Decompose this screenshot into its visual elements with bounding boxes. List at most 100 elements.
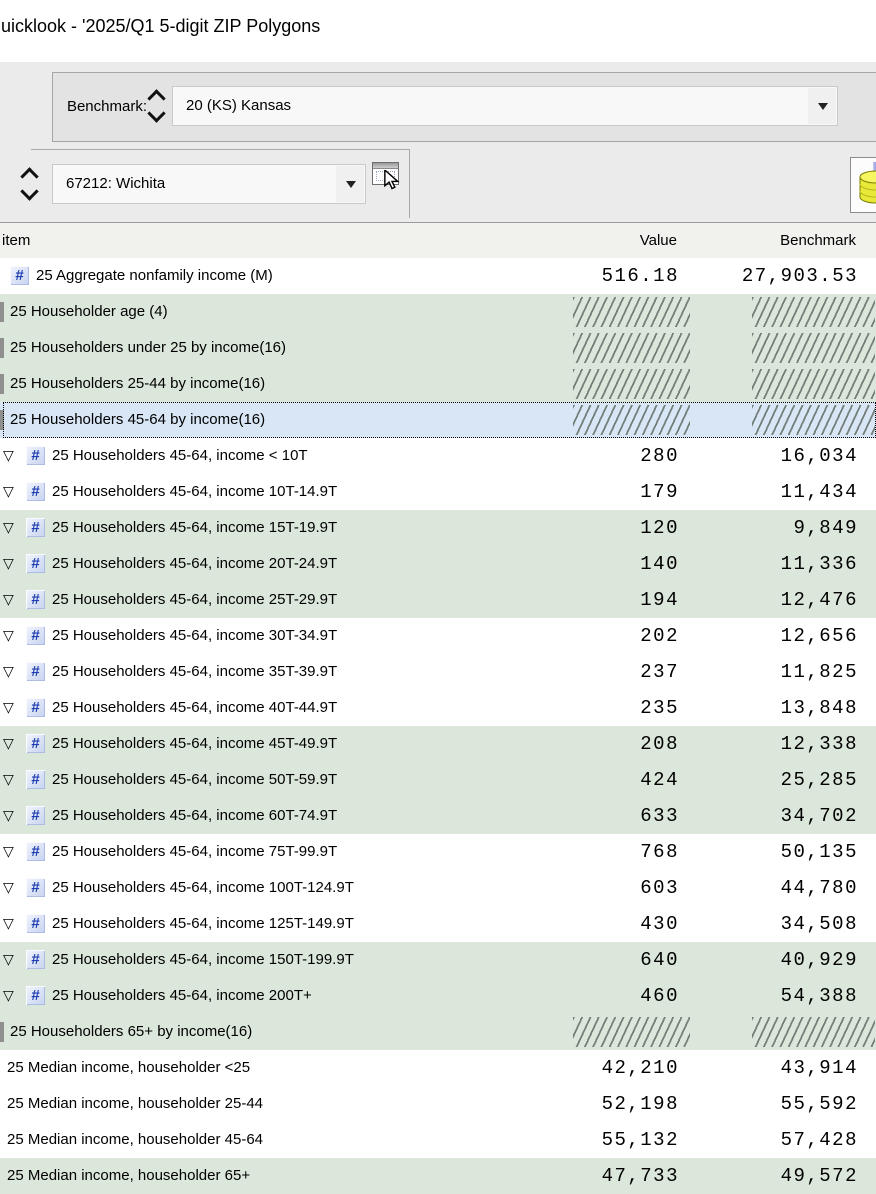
numeric-field-icon: # [26, 482, 45, 501]
benchmark-cell: 12,656 [780, 625, 858, 647]
table-row[interactable]: ▽ #25 Householders 45-64, income 200T+ 460… [0, 978, 876, 1014]
row-label: 25 Householders 45-64, income 35T-39.9T [52, 663, 338, 680]
drilldown-triangle-icon: ▽ [3, 880, 14, 896]
table-row[interactable]: 25 Householders under 25 by income(16) [0, 330, 876, 366]
table-row[interactable]: ▽ #25 Householders 45-64, income 45T-49.9… [0, 726, 876, 762]
benchmark-label: Benchmark: [66, 98, 147, 115]
benchmark-cell: 11,336 [780, 553, 858, 575]
numeric-field-icon: # [26, 446, 45, 465]
table-row[interactable]: 25 Median income, householder 45-64 55,13… [0, 1122, 876, 1158]
value-cell: 633 [640, 805, 679, 827]
benchmark-cell: 54,388 [780, 985, 858, 1007]
numeric-field-icon: # [26, 914, 45, 933]
numeric-field-icon: # [26, 554, 45, 573]
table-row[interactable]: ▽ #25 Householders 45-64, income 25T-29.9… [0, 582, 876, 618]
numeric-field-icon: # [26, 662, 45, 681]
row-label: 25 Median income, householder 25-44 [7, 1095, 264, 1112]
area-dropdown[interactable]: 67212: Wichita [52, 164, 366, 204]
benchmark-hatch-pattern [752, 297, 875, 327]
group-indicator-bar [0, 1022, 4, 1042]
table-row[interactable]: ▽ #25 Householders 45-64, income 35T-39.9… [0, 654, 876, 690]
value-cell: 640 [640, 949, 679, 971]
window-title: uicklook - '2025/Q1 5-digit ZIP Polygons [1, 16, 321, 36]
numeric-field-icon: # [26, 806, 45, 825]
table-row[interactable]: ▽ #25 Householders 45-64, income 50T-59.9… [0, 762, 876, 798]
benchmark-hatch-pattern [752, 333, 875, 363]
row-label: 25 Householders 45-64, income 25T-29.9T [52, 591, 338, 608]
row-label: 25 Median income, householder 65+ [7, 1167, 251, 1184]
row-label: 25 Householders 45-64, income 75T-99.9T [52, 843, 338, 860]
column-header-value: Value [639, 232, 677, 249]
yellow-cylinder-icon [859, 170, 876, 204]
row-label: 25 Householders 25-44 by income(16) [10, 375, 266, 392]
table-row[interactable]: ▽ #25 Householders 45-64, income 20T-24.9… [0, 546, 876, 582]
benchmark-cell: 43,914 [780, 1057, 858, 1079]
numeric-field-icon: # [26, 734, 45, 753]
numeric-field-icon: # [26, 518, 45, 537]
area-spinner[interactable] [20, 166, 39, 201]
value-cell: 52,198 [601, 1093, 679, 1115]
table-row[interactable]: ▽ #25 Householders 45-64, income 40T-44.9… [0, 690, 876, 726]
drilldown-triangle-icon: ▽ [3, 736, 14, 752]
table-row[interactable]: ▽ #25 Householders 45-64, income 150T-199… [0, 942, 876, 978]
table-row[interactable]: ▽ #25 Householders 45-64, income 75T-99.9… [0, 834, 876, 870]
value-cell: 202 [640, 625, 679, 647]
table-row[interactable]: 25 Median income, householder 65+ 47,733 4… [0, 1158, 876, 1194]
table-row[interactable]: ▽ #25 Householders 45-64, income 15T-19.9… [0, 510, 876, 546]
table-row[interactable]: #25 Aggregate nonfamily income (M) 516.18… [0, 258, 876, 294]
group-indicator-bar [0, 302, 4, 322]
benchmark-hatch-pattern [752, 405, 875, 435]
numeric-field-icon: # [26, 698, 45, 717]
table-row[interactable]: ▽ #25 Householders 45-64, income 30T-34.9… [0, 618, 876, 654]
table-row[interactable]: 25 Median income, householder 25-44 52,19… [0, 1086, 876, 1122]
group-indicator-bar [0, 338, 4, 358]
value-cell: 179 [640, 481, 679, 503]
drilldown-triangle-icon: ▽ [3, 628, 14, 644]
table-row[interactable]: ▽ #25 Householders 45-64, income 100T-124… [0, 870, 876, 906]
value-cell: 140 [640, 553, 679, 575]
table-row[interactable]: ▽ #25 Householders 45-64, income 60T-74.9… [0, 798, 876, 834]
value-cell: 47,733 [601, 1165, 679, 1187]
table-row[interactable]: 25 Householders 25-44 by income(16) [0, 366, 876, 402]
benchmark-cell: 12,338 [780, 733, 858, 755]
chevron-down-icon[interactable] [147, 104, 166, 123]
benchmark-cell: 9,849 [793, 517, 858, 539]
table-row[interactable]: 25 Householder age (4) [0, 294, 876, 330]
benchmark-spinner[interactable] [147, 88, 166, 123]
dropdown-button[interactable] [808, 88, 836, 124]
dataview-button[interactable] [850, 157, 876, 213]
drilldown-triangle-icon: ▽ [3, 556, 14, 572]
benchmark-cell: 12,476 [780, 589, 858, 611]
row-label: 25 Householders 45-64, income 200T+ [52, 987, 312, 1004]
value-hatch-pattern [573, 297, 690, 327]
value-hatch-pattern [573, 1017, 690, 1047]
table-row[interactable]: ▽ #25 Householders 45-64, income 10T-14.9… [0, 474, 876, 510]
value-cell: 424 [640, 769, 679, 791]
dropdown-button[interactable] [336, 166, 364, 202]
benchmark-cell: 27,903.53 [741, 265, 858, 287]
table-rows: #25 Aggregate nonfamily income (M) 516.18… [0, 258, 876, 1194]
benchmark-cell: 57,428 [780, 1129, 858, 1151]
numeric-field-icon: # [26, 950, 45, 969]
table-row[interactable]: 25 Median income, householder <25 42,210 4… [0, 1050, 876, 1086]
benchmark-dropdown[interactable]: 20 (KS) Kansas [172, 86, 838, 126]
table-row[interactable]: ▽ #25 Householders 45-64, income 125T-149… [0, 906, 876, 942]
table-row[interactable]: 25 Householders 45-64 by income(16) [0, 402, 876, 438]
benchmark-cell: 50,135 [780, 841, 858, 863]
window-titlebar: uicklook - '2025/Q1 5-digit ZIP Polygons [0, 0, 876, 62]
drilldown-triangle-icon: ▽ [3, 916, 14, 932]
select-on-map-button[interactable] [371, 161, 404, 203]
value-cell: 208 [640, 733, 679, 755]
drilldown-triangle-icon: ▽ [3, 448, 14, 464]
table-header: item Value Benchmark [0, 223, 876, 258]
chevron-down-icon[interactable] [20, 182, 39, 201]
benchmark-cell: 34,508 [780, 913, 858, 935]
table-row[interactable]: 25 Householders 65+ by income(16) [0, 1014, 876, 1050]
drilldown-triangle-icon: ▽ [3, 700, 14, 716]
drilldown-triangle-icon: ▽ [3, 808, 14, 824]
row-label: 25 Householders 45-64, income 30T-34.9T [52, 627, 338, 644]
table-row[interactable]: ▽ #25 Householders 45-64, income < 10T 280… [0, 438, 876, 474]
benchmark-cell: 13,848 [780, 697, 858, 719]
row-label: 25 Householders 45-64, income 125T-149.9… [52, 915, 354, 932]
row-label: 25 Householders 45-64, income 60T-74.9T [52, 807, 338, 824]
